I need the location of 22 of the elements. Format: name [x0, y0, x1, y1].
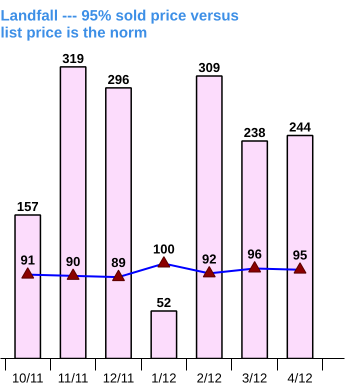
data-label: 92: [202, 251, 216, 266]
data-label: 95: [292, 248, 308, 263]
data-label: 52: [156, 294, 172, 310]
data-label: 91: [20, 252, 35, 268]
x-tick-label: 3/12: [242, 370, 268, 386]
data-label: 319: [62, 50, 84, 66]
data-label: 89: [111, 255, 126, 270]
x-tick-label: 11/11: [58, 370, 88, 386]
x-tick-label: 1/12: [151, 370, 177, 386]
x-tick-label: 4/12: [287, 370, 313, 386]
data-label: 309: [198, 60, 220, 76]
x-tick-label: 12/11: [102, 370, 134, 386]
data-label: 90: [66, 254, 80, 269]
x-tick-label: 10/11: [12, 370, 44, 386]
data-label: 100: [153, 242, 175, 257]
chart-title: Landfall --- 95% sold price versus list price is the norm: [0, 8, 239, 42]
data-label: 157: [16, 198, 39, 214]
data-label: 238: [244, 124, 266, 140]
data-label: 96: [247, 246, 262, 262]
data-label: 296: [108, 72, 130, 87]
data-label: 244: [289, 119, 312, 134]
x-tick-label: 2/12: [196, 370, 222, 386]
